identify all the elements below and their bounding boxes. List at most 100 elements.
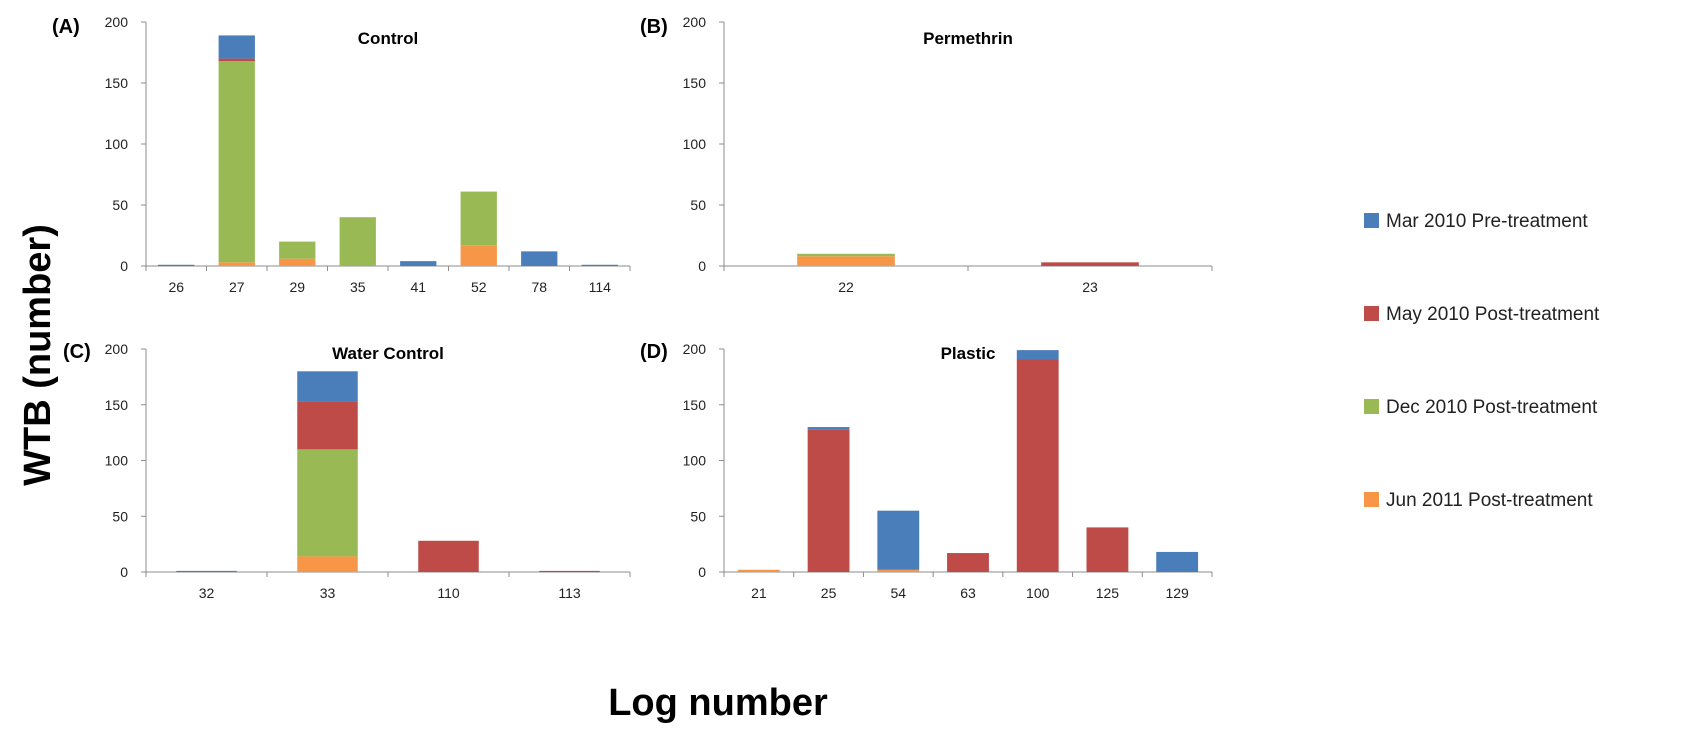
x-tick-label: 129 xyxy=(1165,585,1189,601)
bar-segment xyxy=(807,427,850,430)
legend-swatch xyxy=(1364,213,1379,228)
y-tick-label: 200 xyxy=(105,341,129,357)
bar-segment xyxy=(218,262,255,266)
x-tick-label: 54 xyxy=(890,585,906,601)
bar-segment xyxy=(158,264,195,266)
y-tick-label: 0 xyxy=(698,258,706,274)
legend-item: May 2010 Post-treatment xyxy=(1364,304,1600,325)
chart-panel-4: 0 50 100 150 200 21 25 54 63 100 125 129 (D) Plastic xyxy=(640,341,1213,601)
y-tick-label: 50 xyxy=(112,508,128,524)
bar-segment xyxy=(297,401,358,450)
bar-segment xyxy=(581,264,618,266)
y-tick-label: 150 xyxy=(683,75,707,91)
bar-segment xyxy=(339,217,376,266)
y-tick-label: 100 xyxy=(683,136,707,152)
bar-segment xyxy=(418,540,479,572)
y-tick-label: 0 xyxy=(698,564,706,580)
y-tick-label: 100 xyxy=(105,136,129,152)
y-tick-label: 200 xyxy=(105,14,129,30)
bar-segment xyxy=(460,191,497,246)
legend-item: Dec 2010 Post-treatment xyxy=(1364,397,1598,418)
legend: Mar 2010 Pre-treatment May 2010 Post-trea… xyxy=(1364,211,1600,511)
x-tick-label: 125 xyxy=(1096,585,1120,601)
bar-segment xyxy=(279,241,316,259)
chart-panel-2: 0 50 100 150 200 22 23 (B) Permethrin xyxy=(640,14,1213,295)
bar-segment xyxy=(297,449,358,557)
legend-label: Dec 2010 Post-treatment xyxy=(1386,397,1598,418)
y-tick-label: 150 xyxy=(683,397,707,413)
y-tick-label: 150 xyxy=(105,75,129,91)
x-tick-label: 52 xyxy=(471,279,487,295)
legend-swatch xyxy=(1364,492,1379,507)
bar-segment xyxy=(807,429,850,572)
x-tick-label: 32 xyxy=(199,585,215,601)
bar-segment xyxy=(297,556,358,572)
x-tick-label: 110 xyxy=(437,585,460,601)
x-tick-label: 41 xyxy=(410,279,426,295)
panel-title: Permethrin xyxy=(923,29,1013,48)
x-tick-label: 27 xyxy=(229,279,245,295)
x-tick-label: 29 xyxy=(289,279,305,295)
x-tick-label: 21 xyxy=(751,585,767,601)
bar-segment xyxy=(521,251,558,266)
x-tick-label: 35 xyxy=(350,279,366,295)
bar-segment xyxy=(279,258,316,266)
bar-segment xyxy=(218,58,255,62)
bar-segment xyxy=(877,510,920,570)
legend-label: May 2010 Post-treatment xyxy=(1386,304,1600,325)
legend-label: Jun 2011 Post-treatment xyxy=(1386,490,1593,511)
legend-item: Mar 2010 Pre-treatment xyxy=(1364,211,1588,232)
bar-segment xyxy=(1156,551,1199,572)
y-axis-title: WTB (number) xyxy=(17,224,59,486)
panel-letter: (B) xyxy=(640,16,668,38)
y-tick-label: 50 xyxy=(690,508,706,524)
y-tick-label: 50 xyxy=(112,197,128,213)
bar-segment xyxy=(1016,350,1059,360)
x-tick-label: 114 xyxy=(589,279,612,295)
x-tick-label: 113 xyxy=(558,585,581,601)
legend-swatch xyxy=(1364,306,1379,321)
x-tick-label: 26 xyxy=(168,279,184,295)
panel-letter: (A) xyxy=(52,16,80,38)
panel-letter: (C) xyxy=(63,341,91,363)
bar-segment xyxy=(176,570,237,572)
x-axis-title: Log number xyxy=(608,682,828,724)
bar-segment xyxy=(539,570,600,572)
panel-title: Plastic xyxy=(941,344,996,363)
x-tick-label: 22 xyxy=(838,279,854,295)
y-tick-label: 200 xyxy=(683,341,707,357)
bar-segment xyxy=(877,569,920,572)
bar-segment xyxy=(737,569,780,572)
bar-segment xyxy=(218,35,255,59)
y-tick-label: 200 xyxy=(683,14,707,30)
bar-segment xyxy=(400,261,437,266)
bar-segment xyxy=(297,371,358,402)
legend-label: Mar 2010 Pre-treatment xyxy=(1386,211,1588,232)
y-tick-label: 0 xyxy=(120,258,128,274)
x-tick-label: 33 xyxy=(320,585,336,601)
y-tick-label: 50 xyxy=(690,197,706,213)
y-tick-label: 100 xyxy=(683,453,707,469)
y-tick-label: 0 xyxy=(120,564,128,580)
bar-segment xyxy=(460,245,497,266)
legend-item: Jun 2011 Post-treatment xyxy=(1364,490,1593,511)
x-tick-label: 63 xyxy=(960,585,976,601)
panel-title: Control xyxy=(358,29,418,48)
bar-segment xyxy=(947,553,989,572)
bar-segment xyxy=(1016,359,1059,572)
x-tick-label: 78 xyxy=(531,279,547,295)
x-tick-label: 100 xyxy=(1026,585,1050,601)
bar-segment xyxy=(1086,527,1129,572)
panel-letter: (D) xyxy=(640,341,668,363)
chart-panel-1: 0 50 100 150 200 26 27 29 35 41 52 78 114 (A) Control xyxy=(52,14,631,295)
x-tick-label: 25 xyxy=(821,585,837,601)
bar-segment xyxy=(797,253,895,257)
chart-panel-3: 0 50 100 150 200 32 33 110 113 (C) Water Control xyxy=(63,341,631,601)
bar-segment xyxy=(218,61,255,263)
x-tick-label: 23 xyxy=(1082,279,1098,295)
panel-title: Water Control xyxy=(332,344,444,363)
legend-swatch xyxy=(1364,399,1379,414)
bar-segment xyxy=(797,256,895,266)
